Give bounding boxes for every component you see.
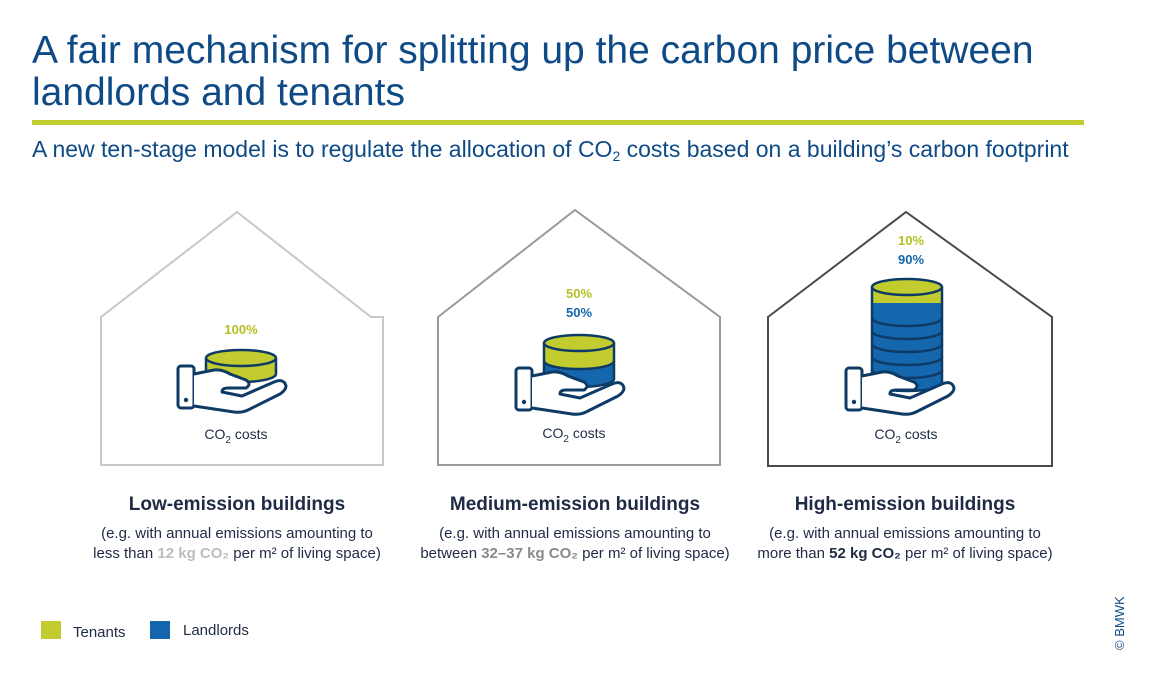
page-title: A fair mechanism for splitting up the ca… bbox=[32, 29, 1034, 114]
medium-emission-description: (e.g. with annual emissions amounting to… bbox=[420, 525, 730, 562]
high-emission-house bbox=[767, 210, 1053, 467]
house-outline-icon bbox=[437, 208, 721, 466]
legend-landlords-label: Landlords bbox=[183, 622, 249, 639]
medium-emission-house bbox=[437, 208, 721, 466]
co2-costs-label: CO2 costs bbox=[204, 426, 268, 446]
legend-tenants-swatch bbox=[41, 621, 61, 639]
low-emission-house bbox=[100, 210, 384, 466]
co2-costs-label: CO2 costs bbox=[874, 426, 938, 446]
high-emission-title: High-emission buildings bbox=[794, 494, 1016, 515]
copyright-notice: © BMWK bbox=[1112, 596, 1127, 650]
house-outline-icon bbox=[767, 210, 1053, 467]
high-tenant-pct: 10% bbox=[897, 233, 925, 248]
low-emission-title: Low-emission buildings bbox=[128, 494, 346, 515]
medium-tenant-pct: 50% bbox=[565, 286, 593, 301]
title-divider bbox=[32, 120, 1084, 125]
co2-costs-label: CO2 costs bbox=[542, 425, 606, 445]
low-emission-description: (e.g. with annual emissions amounting to… bbox=[93, 525, 381, 562]
low-tenant-pct: 100% bbox=[224, 322, 258, 337]
house-outline-icon bbox=[100, 210, 384, 466]
medium-emission-title: Medium-emission buildings bbox=[449, 494, 701, 515]
medium-landlord-pct: 50% bbox=[565, 305, 593, 320]
legend-tenants-label: Tenants bbox=[73, 624, 126, 641]
page-subtitle: A new ten-stage model is to regulate the… bbox=[32, 136, 1069, 164]
high-landlord-pct: 90% bbox=[897, 252, 925, 267]
legend-landlords-swatch bbox=[150, 621, 170, 639]
high-emission-description: (e.g. with annual emissions amounting to… bbox=[757, 525, 1053, 562]
